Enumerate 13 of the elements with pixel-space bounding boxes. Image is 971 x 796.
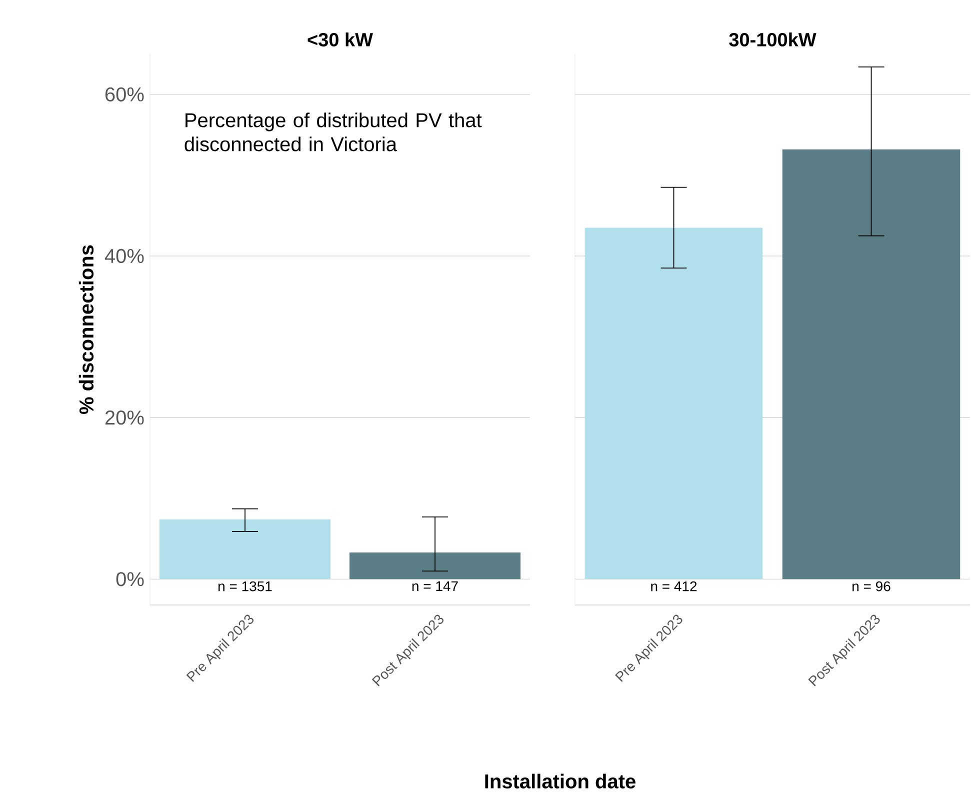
y-tick-label: 40% bbox=[104, 248, 144, 264]
chart-title: 30-100kW bbox=[729, 32, 816, 46]
chart-title: <30 kW bbox=[308, 32, 373, 46]
annotation: n = 147 bbox=[412, 581, 458, 591]
annotation: n = 412 bbox=[651, 581, 697, 592]
y-tick-label: 0% bbox=[116, 572, 144, 586]
y-tick-label: 60% bbox=[105, 87, 144, 102]
y-axis-title: % disconnections bbox=[78, 245, 94, 414]
annotation: n = 1351 bbox=[218, 581, 272, 592]
annotation: n = 96 bbox=[852, 581, 890, 592]
annotation: Percentage of distributed PV that disconnected in Victoria bbox=[184, 112, 482, 152]
y-tick-label: 20% bbox=[105, 410, 144, 425]
x-axis-title: Installation date bbox=[485, 774, 636, 788]
